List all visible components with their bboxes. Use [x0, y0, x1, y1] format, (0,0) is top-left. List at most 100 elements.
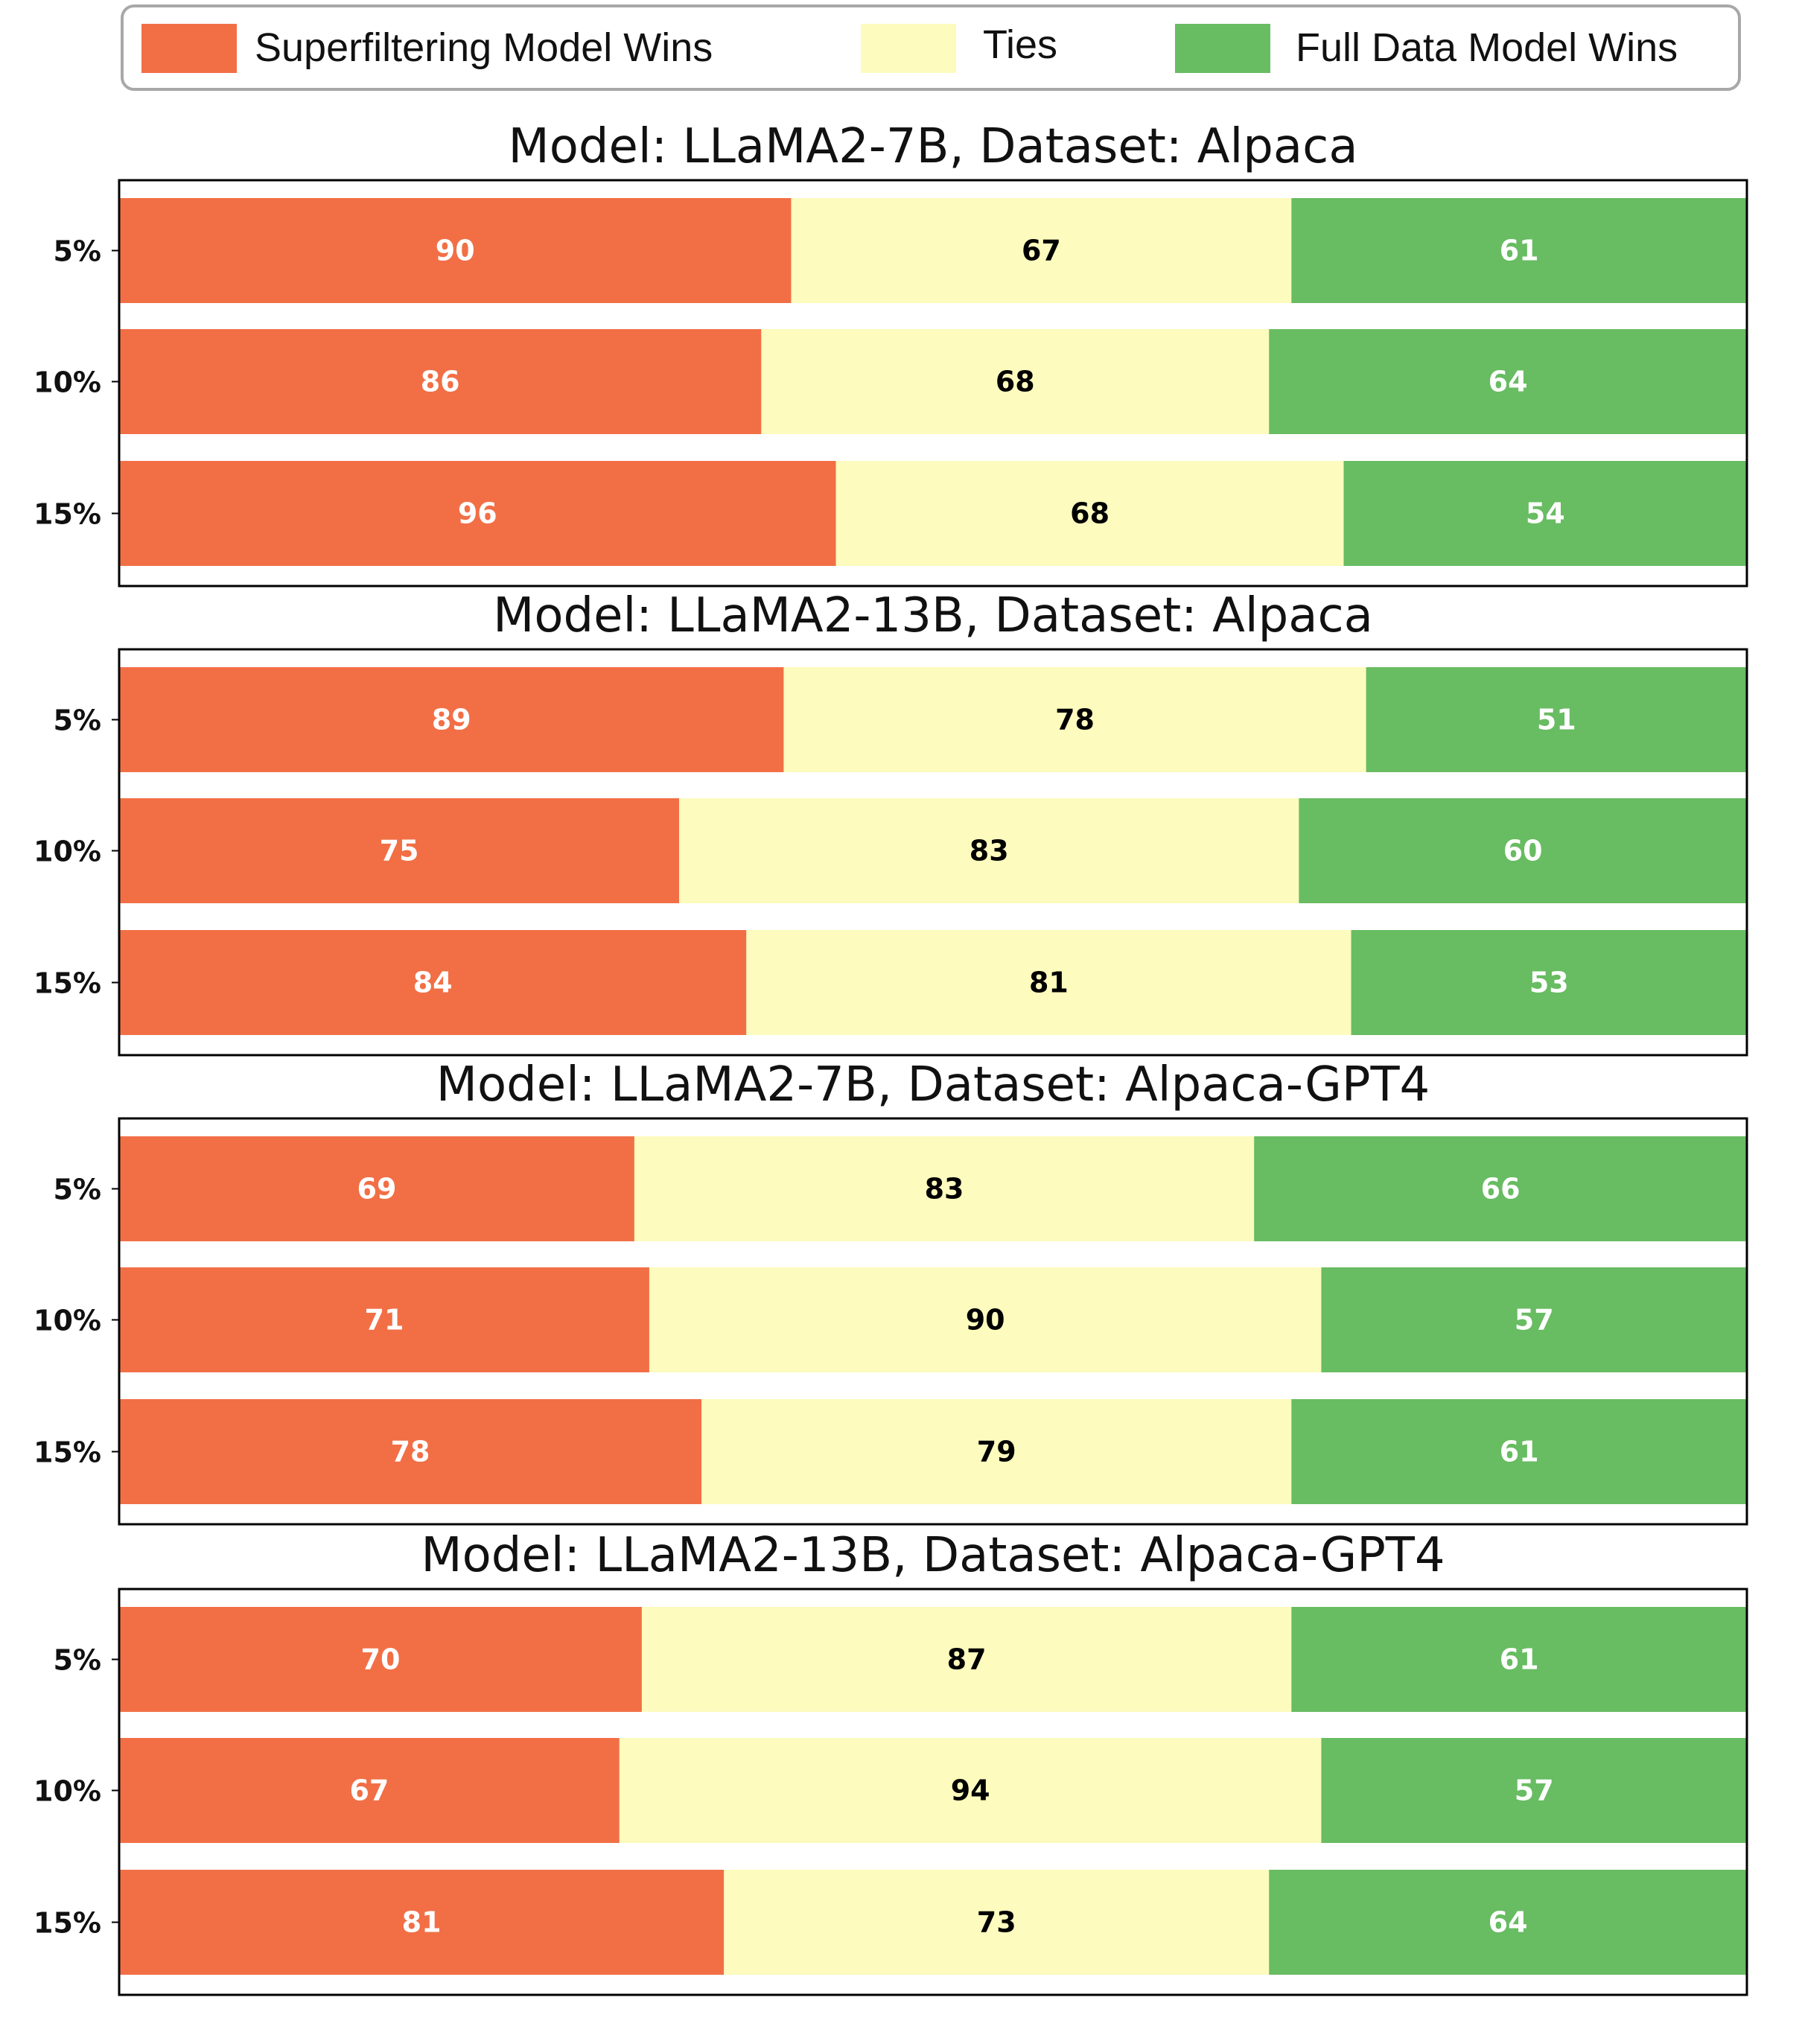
- y-tick-label: 10%: [34, 1305, 101, 1337]
- plot-frame: [118, 179, 1748, 588]
- bar-full_data: [1269, 329, 1747, 434]
- bar-ties: [649, 1267, 1322, 1372]
- bar-full_data: [1343, 461, 1747, 566]
- bar-superfiltering: [119, 1738, 620, 1843]
- data-label-ties: 94: [951, 1774, 990, 1807]
- bar-superfiltering: [119, 1136, 634, 1241]
- data-label-full_data: 60: [1503, 835, 1543, 867]
- bar-superfiltering: [119, 1267, 649, 1372]
- y-tick-label: 5%: [53, 235, 101, 268]
- bar-full_data: [1299, 798, 1747, 903]
- y-tick-label: 15%: [34, 1907, 101, 1940]
- data-label-ties: 83: [970, 835, 1009, 867]
- data-label-ties: 83: [925, 1173, 964, 1206]
- data-label-ties: 90: [966, 1304, 1005, 1337]
- data-label-ties: 68: [1070, 497, 1109, 530]
- y-tick-label: 15%: [34, 498, 101, 531]
- chart-panel-4: Model: LLaMA2-13B, Dataset: Alpaca-GPT4 7…: [34, 1528, 1748, 1996]
- bar-ties: [641, 1607, 1292, 1712]
- data-label-full_data: 54: [1526, 497, 1565, 530]
- legend-label-full_data: Full Data Model Wins: [1296, 25, 1678, 70]
- bar-superfiltering: [119, 930, 747, 1035]
- legend-swatch-ties: [861, 24, 956, 73]
- data-label-superfiltering: 71: [365, 1304, 404, 1337]
- bar-ties: [701, 1399, 1292, 1504]
- bar-ties: [634, 1136, 1255, 1241]
- data-label-superfiltering: 84: [413, 967, 453, 999]
- y-tick-label: 15%: [34, 967, 101, 1000]
- data-label-superfiltering: 81: [402, 1906, 442, 1939]
- data-label-ties: 78: [1055, 704, 1095, 736]
- chart-panel-2: Model: LLaMA2-13B, Dataset: Alpaca 89 78 51…: [34, 588, 1748, 1057]
- legend: Superfiltering Model Wins Ties Full Data M…: [121, 4, 1741, 91]
- data-label-ties: 67: [1022, 235, 1061, 267]
- bar-ties: [761, 329, 1270, 434]
- data-label-superfiltering: 90: [436, 235, 475, 267]
- bar-ties: [835, 461, 1344, 566]
- bar-full_data: [1321, 1738, 1747, 1843]
- data-label-ties: 81: [1029, 967, 1069, 999]
- bar-superfiltering: [119, 461, 836, 566]
- data-label-superfiltering: 70: [361, 1643, 401, 1676]
- bar-superfiltering: [119, 198, 792, 303]
- bar-full_data: [1291, 1607, 1747, 1712]
- legend-swatch-superfiltering: [141, 24, 237, 73]
- data-label-full_data: 61: [1500, 235, 1539, 267]
- bar-ties: [679, 798, 1299, 903]
- bar-ties: [791, 198, 1292, 303]
- bar-superfiltering: [119, 329, 762, 434]
- data-label-superfiltering: 69: [357, 1173, 397, 1206]
- chart-panel-3: Model: LLaMA2-7B, Dataset: Alpaca-GPT4 69…: [34, 1057, 1748, 1526]
- data-label-ties: 73: [977, 1906, 1016, 1939]
- legend-swatch-full_data: [1175, 24, 1270, 73]
- bar-full_data: [1321, 1267, 1747, 1372]
- data-label-superfiltering: 78: [391, 1436, 430, 1468]
- y-tick-label: 15%: [34, 1436, 101, 1469]
- bar-superfiltering: [119, 667, 784, 772]
- bar-ties: [619, 1738, 1322, 1843]
- plot-frame: [118, 1117, 1748, 1526]
- chart-title: Model: LLaMA2-7B, Dataset: Alpaca: [508, 119, 1357, 174]
- chart-title: Model: LLaMA2-13B, Dataset: Alpaca: [493, 588, 1373, 643]
- data-label-ties: 68: [996, 366, 1035, 398]
- y-tick-label: 10%: [34, 1775, 101, 1808]
- data-label-ties: 87: [947, 1643, 987, 1676]
- chart-panels: Model: LLaMA2-7B, Dataset: Alpaca 90 67 61 5…: [34, 119, 1748, 1996]
- bar-superfiltering: [119, 1607, 642, 1712]
- bar-superfiltering: [119, 1399, 702, 1504]
- data-label-full_data: 64: [1489, 366, 1528, 398]
- bar-ties: [746, 930, 1352, 1035]
- bar-full_data: [1291, 1399, 1747, 1504]
- legend-label-superfiltering: Superfiltering Model Wins: [255, 25, 713, 70]
- data-label-full_data: 57: [1515, 1304, 1554, 1337]
- data-label-superfiltering: 96: [458, 497, 497, 530]
- plot-frame: [118, 648, 1748, 1057]
- chart-title: Model: LLaMA2-7B, Dataset: Alpaca-GPT4: [436, 1057, 1430, 1112]
- data-label-full_data: 64: [1489, 1906, 1528, 1939]
- bar-full_data: [1291, 198, 1747, 303]
- y-tick-label: 5%: [53, 704, 101, 737]
- y-tick-label: 10%: [34, 366, 101, 399]
- data-label-superfiltering: 89: [432, 704, 471, 736]
- plot-frame: [118, 1588, 1748, 1996]
- data-label-full_data: 57: [1515, 1774, 1554, 1807]
- bar-ties: [724, 1870, 1270, 1975]
- bar-superfiltering: [119, 798, 680, 903]
- bar-full_data: [1351, 930, 1747, 1035]
- data-label-full_data: 51: [1537, 704, 1576, 736]
- data-label-full_data: 61: [1500, 1436, 1539, 1468]
- bar-full_data: [1269, 1870, 1747, 1975]
- data-label-superfiltering: 86: [421, 366, 460, 398]
- y-tick-label: 5%: [53, 1644, 101, 1677]
- data-label-superfiltering: 75: [380, 835, 419, 867]
- chart-panel-1: Model: LLaMA2-7B, Dataset: Alpaca 90 67 61 5…: [34, 119, 1748, 588]
- bar-full_data: [1366, 667, 1747, 772]
- bar-superfiltering: [119, 1870, 725, 1975]
- legend-label-ties: Ties: [983, 22, 1057, 67]
- data-label-full_data: 66: [1481, 1173, 1521, 1206]
- y-tick-label: 5%: [53, 1174, 101, 1206]
- bar-full_data: [1254, 1136, 1747, 1241]
- data-label-superfiltering: 67: [349, 1774, 389, 1807]
